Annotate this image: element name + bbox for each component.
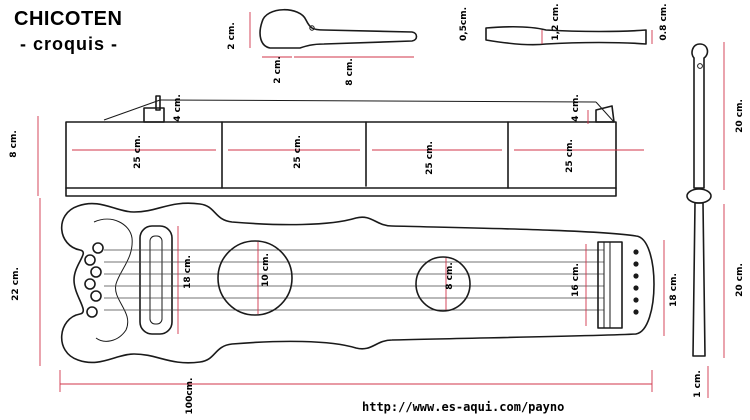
- peg-collar: [686, 188, 712, 204]
- stick-end-label: 0,5cm.: [459, 7, 469, 41]
- end-pin: [633, 261, 639, 267]
- nut-span-label: 16 cm.: [571, 263, 581, 297]
- peg-lower-label: 20 cm.: [735, 263, 745, 297]
- peg-tip-label: 1 cm.: [693, 370, 703, 398]
- peg-length-label: 20 cm.: [735, 99, 745, 133]
- head-scroll: [93, 218, 133, 342]
- end-pin: [633, 249, 639, 255]
- total-length-label: 100cm.: [185, 378, 195, 415]
- end-pin: [633, 309, 639, 315]
- side-post: [155, 95, 161, 111]
- side-string: [595, 101, 615, 123]
- sound-hole-small: [415, 256, 471, 312]
- hole-small-label: 8 cm.: [445, 262, 455, 290]
- drawing-title: CHICOTEN: [14, 8, 123, 30]
- sound-hole-large: [217, 240, 293, 316]
- tuning-peg: [90, 266, 102, 278]
- stick-drawing: 0,5cm. 1,2 cm. 0.8 cm.: [459, 3, 669, 46]
- end-pins: [633, 249, 639, 315]
- mallet-handle-label: 8 cm.: [345, 58, 355, 86]
- box-side-outline: [65, 121, 617, 197]
- end-pin: [633, 285, 639, 291]
- tuning-peg: [84, 278, 96, 290]
- hole-large-label: 10 cm.: [261, 253, 271, 287]
- drawing-subtitle: - croquis -: [20, 34, 119, 54]
- peg-drawing: 20 cm. 20 cm. 1 cm.: [686, 42, 745, 398]
- box-section-label: 25 cm.: [293, 135, 303, 169]
- box-section-label: 25 cm.: [133, 135, 143, 169]
- stick-tip-label: 0.8 cm.: [659, 3, 669, 40]
- body-top-outline: [60, 202, 655, 364]
- body-top-drawing: 22 cm. 18 cm. 10 cm. 8 cm. 16 cm. 18 cm.…: [11, 198, 679, 414]
- box-section-label: 25 cm.: [425, 141, 435, 175]
- mallet-drawing: 2 cm. 2 cm. 8 cm.: [227, 9, 418, 86]
- end-pin: [633, 273, 639, 279]
- tuning-peg: [90, 290, 102, 302]
- mallet-height-label: 2 cm.: [227, 22, 237, 50]
- peg-outline: [691, 43, 709, 189]
- end-pin: [633, 297, 639, 303]
- footer-url: http://www.es-aqui.com/payno: [362, 400, 565, 414]
- body-width-label: 22 cm.: [11, 267, 21, 301]
- box-side-drawing: 8 cm. 4 cm. 4 cm. 25 cm. 25 cm. 25 cm. 2…: [9, 94, 644, 197]
- side-bridge: [143, 107, 165, 123]
- body-bridge: [139, 225, 173, 335]
- box-post-label: 4 cm.: [173, 94, 183, 122]
- side-string: [103, 99, 161, 121]
- box-bridge-label: 4 cm.: [571, 94, 581, 122]
- side-string: [159, 99, 597, 103]
- tuning-peg: [92, 242, 104, 254]
- mallet-outline: [259, 9, 418, 49]
- side-end-block: [595, 105, 615, 123]
- stick-mid-label: 1,2 cm.: [551, 3, 561, 40]
- tuning-peg: [86, 306, 98, 318]
- mallet-neck-label: 2 cm.: [273, 56, 283, 84]
- peg-hole: [697, 63, 703, 69]
- end-width-label: 18 cm.: [669, 273, 679, 307]
- peg-shaft: [692, 202, 706, 357]
- tuning-pegs: [84, 242, 104, 318]
- mallet-hole: [309, 25, 315, 31]
- body-bridge-slot: [149, 235, 163, 325]
- box-section-label: 25 cm.: [565, 139, 575, 173]
- tuning-peg: [84, 254, 96, 266]
- body-bridge-label: 18 cm.: [183, 255, 193, 289]
- box-height-label: 8 cm.: [9, 130, 19, 158]
- stick-outline: [485, 25, 647, 46]
